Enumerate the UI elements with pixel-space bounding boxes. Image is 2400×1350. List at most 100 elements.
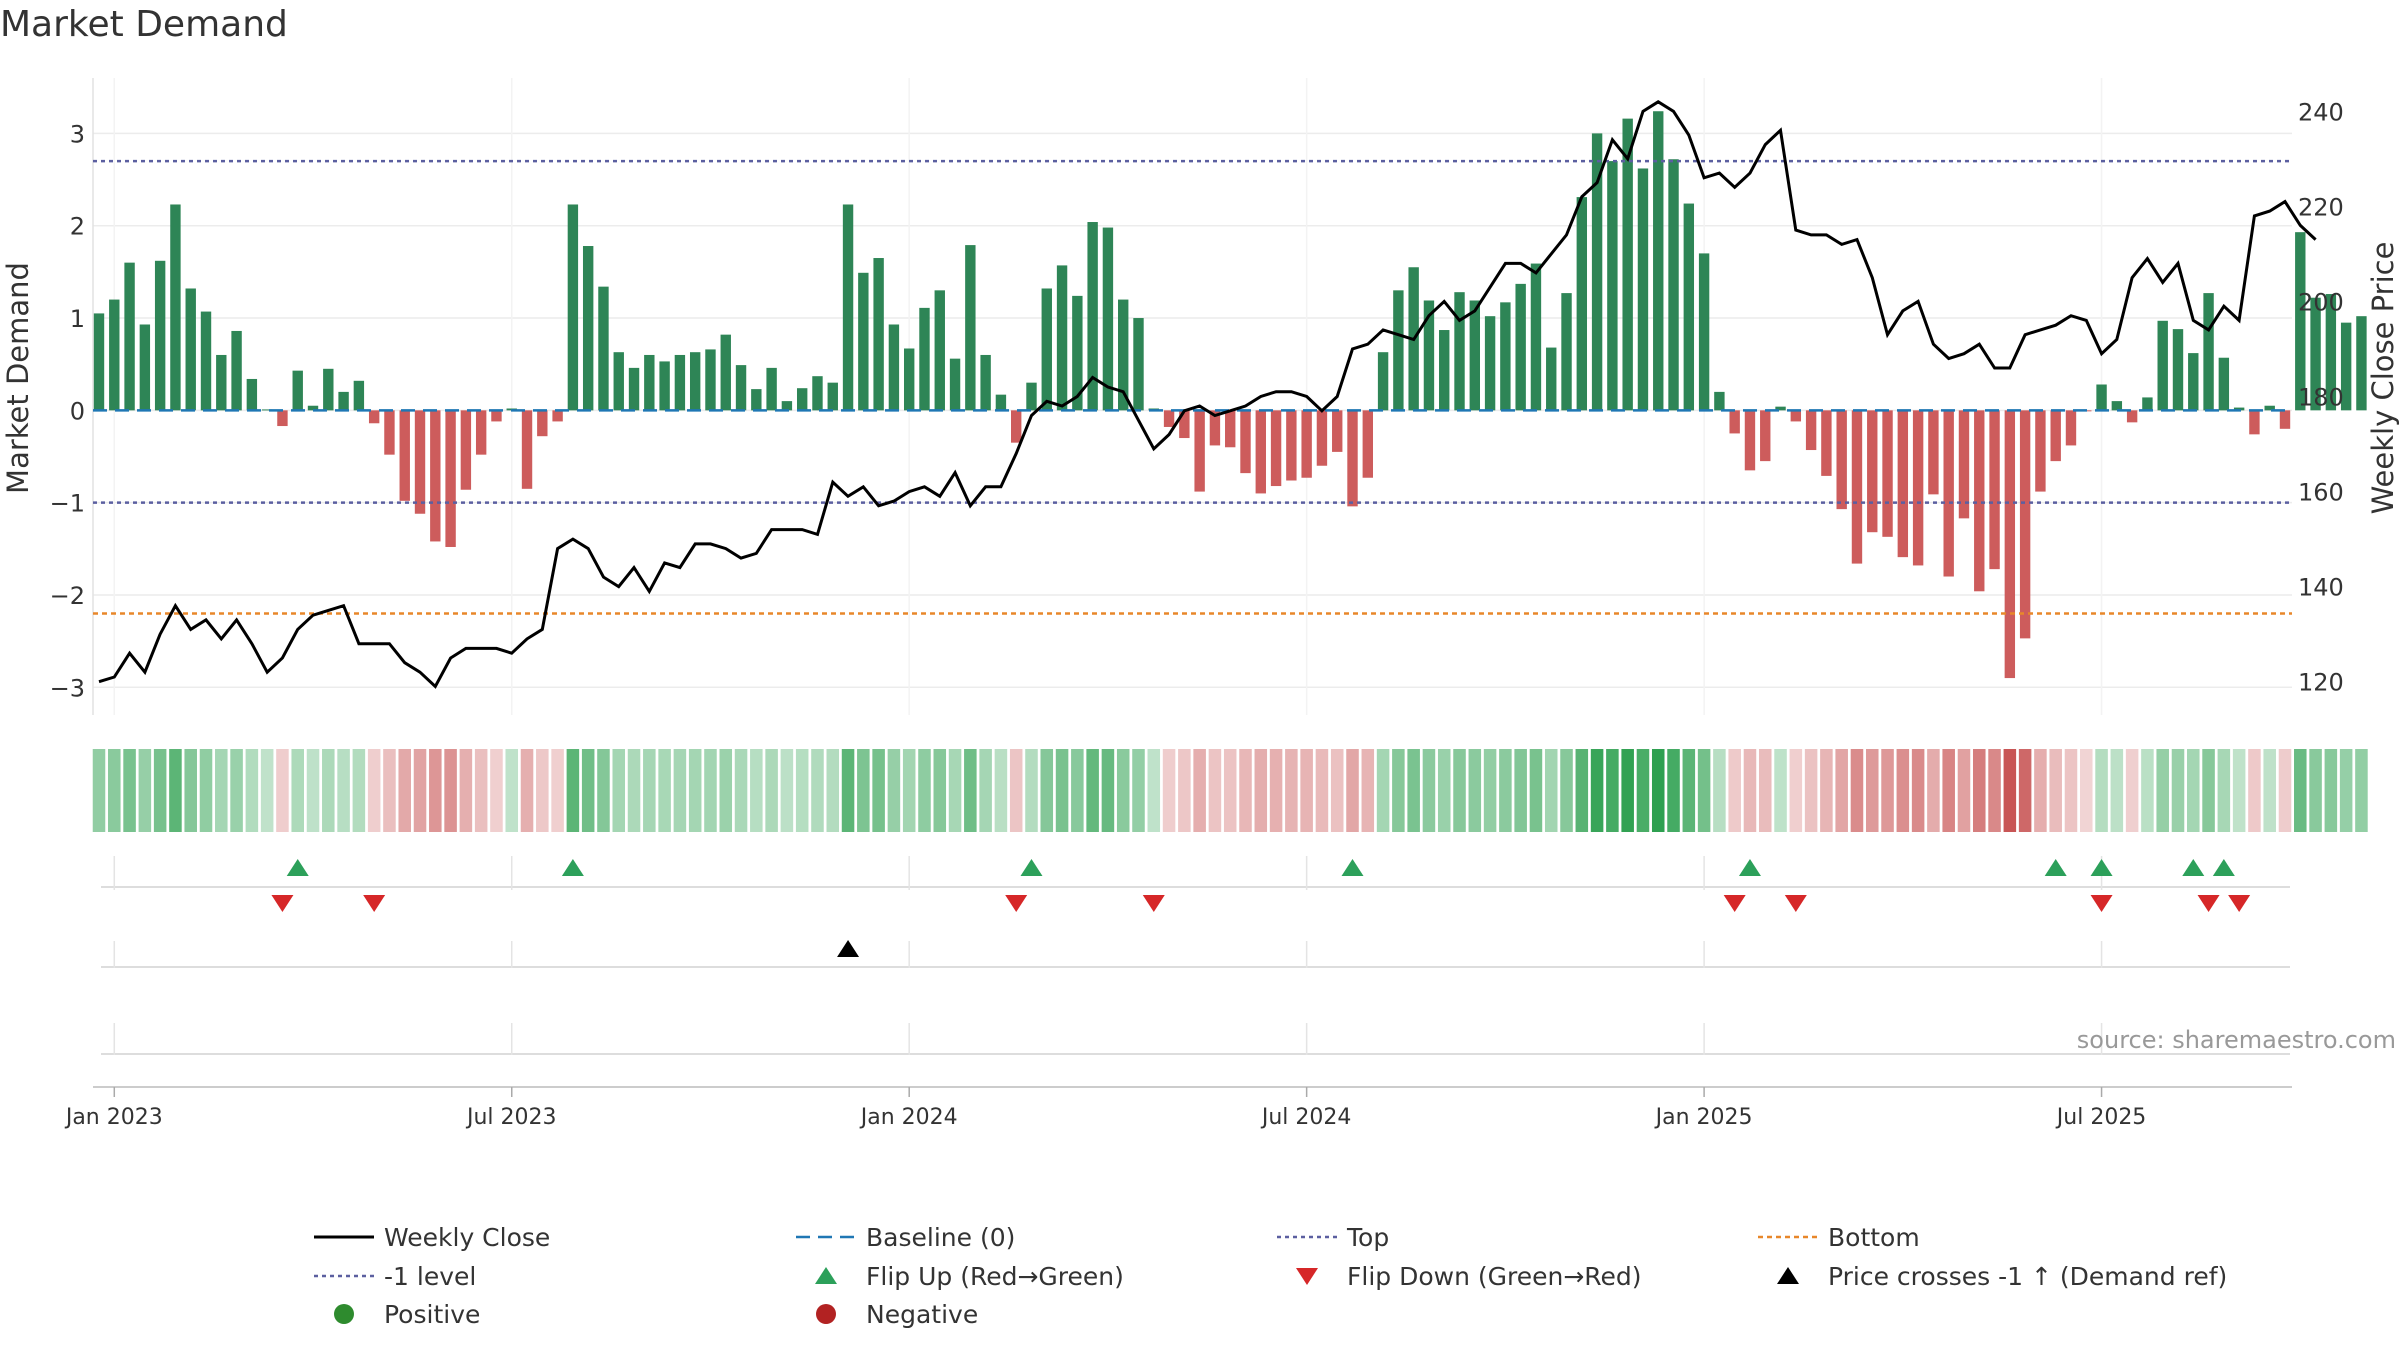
heat-cell	[2110, 749, 2124, 832]
demand-bar	[1225, 410, 1236, 448]
demand-bar	[1897, 410, 1909, 558]
demand-bar	[1591, 133, 1603, 411]
heat-cell	[902, 749, 916, 832]
heat-cell	[306, 749, 320, 832]
left-tick-label: 3	[70, 120, 85, 148]
demand-bar	[1377, 352, 1389, 411]
heat-cell	[826, 749, 840, 832]
heat-cell	[245, 749, 259, 832]
demand-bar	[1622, 118, 1633, 411]
flip-up-marker	[561, 859, 584, 876]
demand-bar	[582, 246, 594, 411]
heat-cell	[1483, 749, 1497, 832]
demand-bar	[858, 272, 869, 411]
demand-bar	[307, 405, 319, 411]
demand-bar	[460, 410, 472, 490]
heat-cell	[383, 749, 396, 832]
demand-bar	[1760, 410, 1771, 462]
demand-bar	[888, 324, 900, 411]
demand-bar	[567, 204, 579, 411]
heat-cell	[1743, 749, 1757, 832]
demand-bar	[1515, 283, 1526, 411]
heat-cell	[2080, 749, 2093, 832]
demand-bar	[2310, 297, 2321, 411]
x-tick-label: Jul 2024	[1260, 1105, 1352, 1130]
demand-bar	[1744, 410, 1756, 471]
demand-bar	[781, 401, 793, 411]
heat-cell	[1300, 749, 1313, 832]
heat-cell	[1697, 749, 1711, 832]
demand-bar	[430, 410, 441, 542]
demand-bar	[475, 410, 487, 455]
demand-bar	[1179, 410, 1190, 439]
demand-bar	[1347, 410, 1358, 507]
heat-cell	[153, 749, 167, 832]
heat-cell	[138, 749, 152, 832]
demand-bar	[1209, 410, 1221, 446]
demand-bar	[2065, 410, 2077, 446]
demand-bar	[246, 378, 258, 411]
demand-bar	[1163, 410, 1175, 427]
heat-cell	[1422, 749, 1436, 832]
demand-bar	[1668, 159, 1679, 411]
demand-bar	[1683, 203, 1695, 411]
right-tick-label: 220	[2298, 193, 2344, 221]
heat-cell	[2049, 749, 2062, 832]
heat-cell	[2064, 749, 2078, 832]
demand-bar	[827, 382, 838, 411]
demand-bar	[1607, 161, 1618, 411]
demand-bar	[1484, 316, 1496, 411]
demand-bar	[537, 410, 548, 437]
demand-bar	[2035, 410, 2046, 492]
heat-cell	[2202, 749, 2215, 832]
reference-lines	[93, 159, 2292, 615]
legend-item: Positive	[334, 1300, 480, 1329]
x-tick-label: Jul 2025	[2055, 1105, 2147, 1130]
heat-cell	[1330, 749, 1344, 832]
heat-cell	[1942, 749, 1955, 832]
legend-label: Baseline (0)	[866, 1223, 1015, 1252]
heat-cell	[108, 749, 121, 832]
demand-bar	[2249, 410, 2260, 435]
heat-cell	[215, 749, 228, 832]
demand-bar	[1653, 111, 1664, 411]
flip-down-marker	[1784, 895, 1807, 912]
heat-cell	[1086, 749, 1099, 832]
heat-cell	[337, 749, 350, 832]
demand-bar	[1011, 410, 1022, 443]
demand-bar	[1026, 382, 1037, 411]
heat-cell	[1499, 749, 1512, 832]
legend-item: -1 level	[314, 1262, 476, 1291]
demand-bar	[796, 388, 808, 411]
demand-bar	[980, 354, 991, 411]
flip-down-marker	[363, 895, 386, 912]
heat-cell	[1101, 749, 1115, 832]
heat-cell	[398, 749, 412, 832]
heat-cell	[1850, 749, 1864, 832]
chart-title: Market Demand	[0, 4, 288, 45]
heat-cell	[2263, 749, 2276, 832]
demand-bar	[1423, 300, 1435, 411]
demand-bar	[1041, 288, 1052, 411]
flip-up-marker	[2044, 859, 2067, 876]
heat-cell	[1132, 749, 1145, 832]
legend-label: Flip Up (Red→Green)	[866, 1262, 1124, 1291]
heat-cell	[1361, 749, 1375, 832]
demand-bar	[1102, 227, 1114, 411]
flip-up-marker	[2182, 859, 2205, 876]
demand-bar	[965, 245, 976, 411]
heat-cell	[1820, 749, 1833, 832]
demand-bar	[2050, 410, 2061, 462]
left-tick-label: 1	[70, 305, 85, 333]
demand-bar	[1500, 302, 1511, 411]
demand-bar	[1912, 410, 1924, 566]
heat-cell	[750, 749, 763, 832]
heat-cell	[1514, 749, 1527, 832]
demand-bar	[414, 410, 426, 514]
demand-bar	[2157, 320, 2168, 411]
heat-cell	[1147, 749, 1161, 832]
heat-cell	[1667, 749, 1680, 832]
demand-bar	[277, 410, 288, 427]
heat-cell	[260, 749, 274, 832]
